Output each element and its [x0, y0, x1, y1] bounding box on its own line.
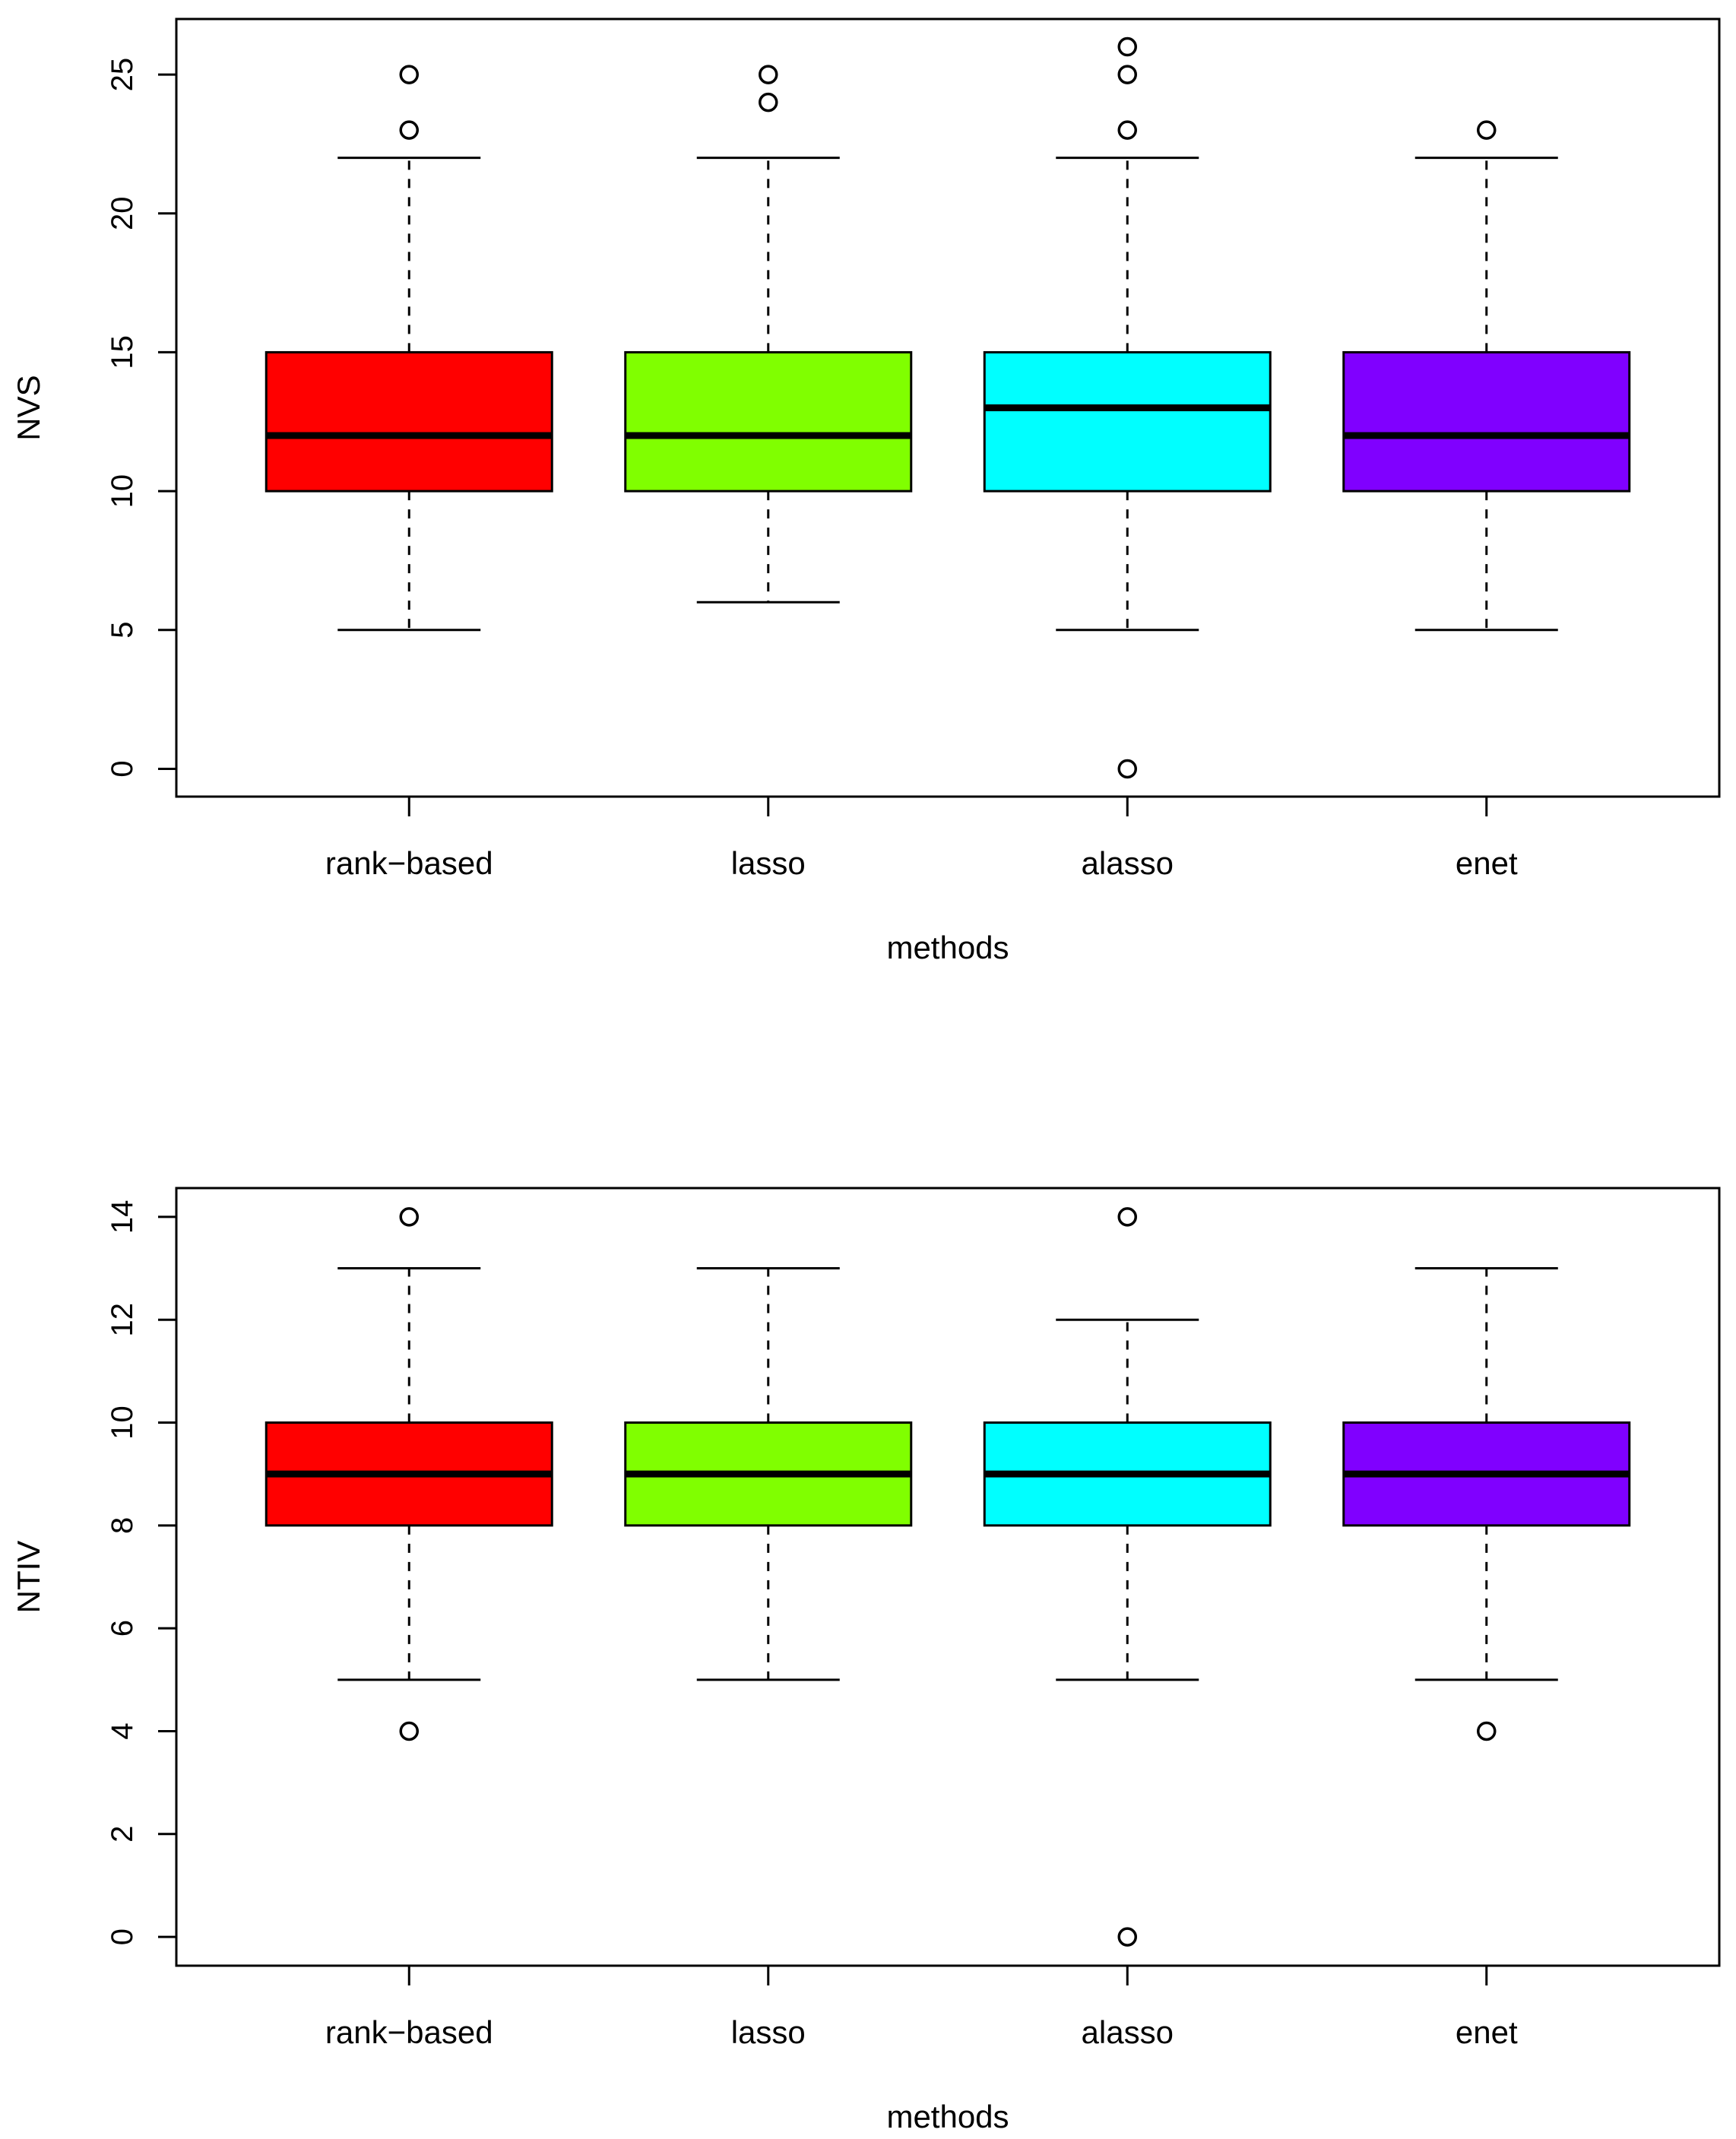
box-alasso: [983, 1207, 1272, 1947]
y-tick-label: 10: [106, 1405, 139, 1440]
y-tick-label: 15: [106, 335, 139, 369]
x-axis-title: methods: [886, 930, 1009, 965]
y-tick-label: 20: [106, 197, 139, 231]
x-tick-label-enet: enet: [1456, 845, 1518, 881]
panel-nvs: 0 5 10 15 20 25 NVS rank−based lasso alasso enet me…: [11, 17, 1721, 965]
x-tick-label-alasso: alasso: [1082, 2014, 1174, 2050]
y-axis-title: NTIV: [11, 1541, 46, 1614]
y-tick-label: 10: [106, 474, 139, 509]
outlier-point: [399, 1721, 419, 1741]
x-tick-label-rank-based: rank−based: [325, 845, 493, 881]
y-tick-label: 0: [106, 760, 139, 777]
box-enet: [1342, 1267, 1631, 1741]
box-rank-based: [265, 1207, 553, 1741]
outlier-point: [1117, 759, 1137, 779]
box-rank-based: [265, 65, 553, 632]
y-tick-label: 6: [106, 1620, 139, 1637]
x-axis-title: methods: [886, 2099, 1009, 2134]
iqr-box: [265, 350, 553, 493]
box-lasso: [624, 1267, 913, 1681]
outlier-point: [1477, 1721, 1497, 1741]
x-tick-label-lasso: lasso: [731, 845, 806, 881]
panel-ntiv: 0 2 4 6 8 10 12 14 NTIV rank−based lasso alasso enet…: [11, 1187, 1721, 2134]
plot-frame: [175, 1187, 1721, 1967]
x-tick-label-rank-based: rank−based: [325, 2014, 493, 2050]
outlier-point: [759, 92, 778, 112]
outlier-point: [399, 65, 419, 84]
outlier-point: [1117, 1207, 1137, 1227]
y-tick-label: 0: [106, 1928, 139, 1945]
iqr-box: [624, 350, 913, 493]
outlier-point: [399, 120, 419, 140]
y-tick-label: 4: [106, 1722, 139, 1739]
x-tick-label-enet: enet: [1456, 2014, 1518, 2050]
y-axis-title: NVS: [11, 375, 46, 440]
x-tick-label-alasso: alasso: [1082, 845, 1174, 881]
x-tick-label-lasso: lasso: [731, 2014, 806, 2050]
box-lasso: [624, 65, 913, 604]
outlier-point: [1117, 65, 1137, 84]
outlier-point: [759, 65, 778, 84]
outlier-point: [1117, 1927, 1137, 1947]
outlier-point: [399, 1207, 419, 1227]
box-alasso: [983, 36, 1272, 779]
y-tick-label: 25: [106, 58, 139, 92]
outlier-point: [1117, 120, 1137, 140]
y-tick-label: 14: [106, 1200, 139, 1234]
iqr-box: [1342, 350, 1631, 493]
iqr-box: [983, 350, 1272, 493]
y-tick-label: 8: [106, 1517, 139, 1534]
y-tick-label: 5: [106, 622, 139, 639]
outlier-point: [1117, 36, 1137, 57]
outlier-point: [1477, 120, 1497, 140]
y-tick-label: 12: [106, 1303, 139, 1337]
plot-frame: [175, 17, 1721, 798]
box-enet: [1342, 120, 1631, 632]
y-tick-label: 2: [106, 1826, 139, 1843]
